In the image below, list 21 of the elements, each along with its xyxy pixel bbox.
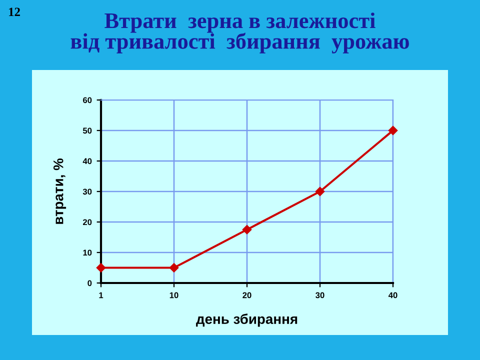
point [96,263,106,272]
y-tick-label: 0 [88,280,92,286]
x-tick-label: 30 [316,292,324,298]
y-tick-label: 30 [82,188,92,195]
point [388,126,398,136]
x-tick-label: 10 [170,292,178,298]
y-tick-label: 50 [82,128,92,134]
point [169,263,179,272]
point [315,186,325,196]
y-axis-title: втрати, % [53,158,66,224]
x-tick-label: 1 [99,292,104,298]
y-tick-label: 20 [82,219,92,226]
y-tick-label: 10 [83,250,92,256]
y-tick-label: 60 [83,97,92,104]
point [242,225,252,234]
text: 12 [9,8,20,16]
x-tick-label: 20 [242,292,252,298]
y-tick-label: 40 [82,158,92,164]
x-axis-title: день збирання [196,314,298,327]
chart-title: Втрати зерна в залежності від тривалості збирання урожаю [70,12,409,54]
x-tick-label: 40 [388,292,398,298]
